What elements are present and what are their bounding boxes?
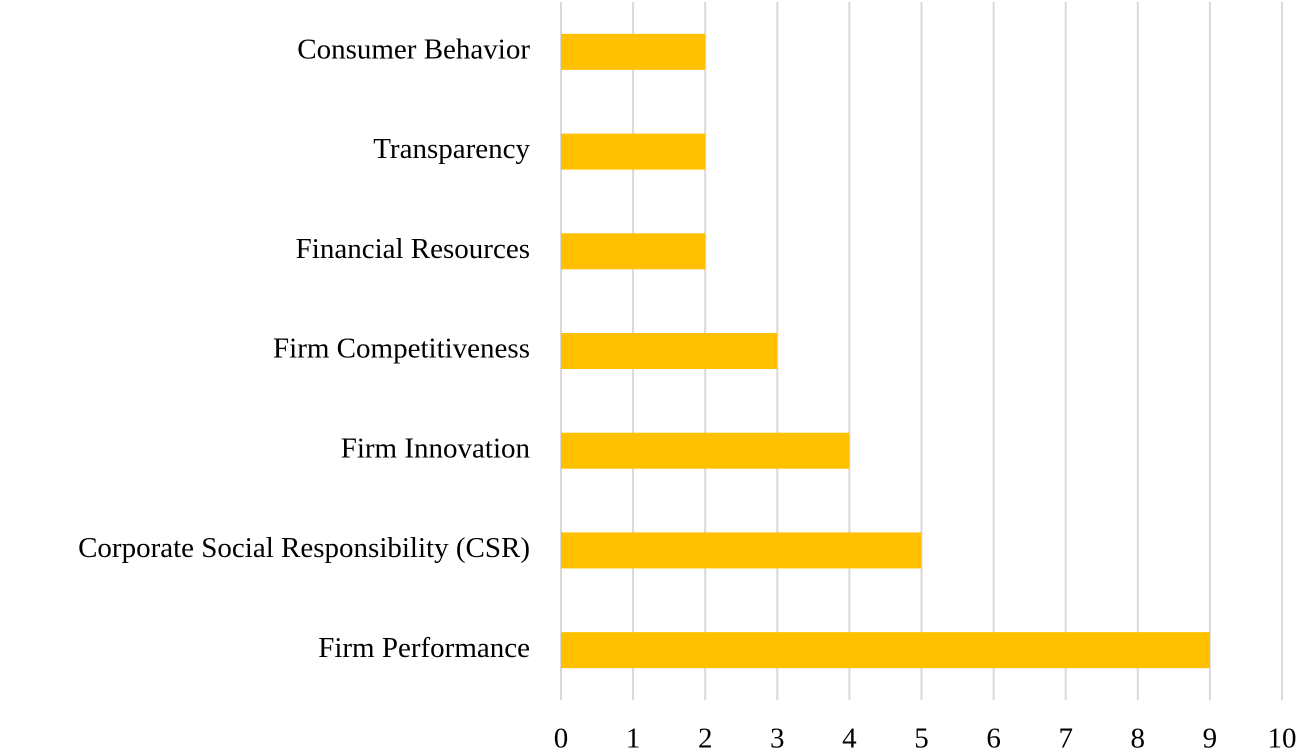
y-tick-label: Firm Performance [318, 632, 530, 664]
x-tick-label: 6 [986, 723, 1001, 755]
bar [561, 333, 778, 369]
bar [561, 632, 1210, 669]
x-tick-label: 5 [914, 723, 929, 755]
y-tick-label: Financial Resources [296, 233, 530, 265]
x-tick-label: 10 [1268, 723, 1297, 755]
y-tick-label: Firm Competitiveness [273, 333, 530, 365]
bar [561, 133, 706, 170]
x-tick-label: 7 [1058, 723, 1073, 755]
y-tick-label: Firm Innovation [341, 432, 531, 464]
x-tick-label: 2 [698, 723, 713, 755]
bar [561, 33, 706, 70]
x-tick-label: 1 [626, 723, 641, 755]
x-tick-label: 0 [554, 723, 569, 755]
x-tick-label: 4 [842, 723, 857, 755]
y-tick-label: Transparency [373, 133, 530, 165]
bar [561, 432, 850, 469]
y-tick-label: Corporate Social Responsibility (CSR) [78, 532, 530, 564]
bar [561, 233, 706, 270]
x-tick-label: 3 [770, 723, 785, 755]
x-tick-label: 8 [1131, 723, 1146, 755]
x-tick-label: 9 [1203, 723, 1218, 755]
bar [561, 532, 922, 569]
y-tick-label: Consumer Behavior [297, 34, 530, 66]
